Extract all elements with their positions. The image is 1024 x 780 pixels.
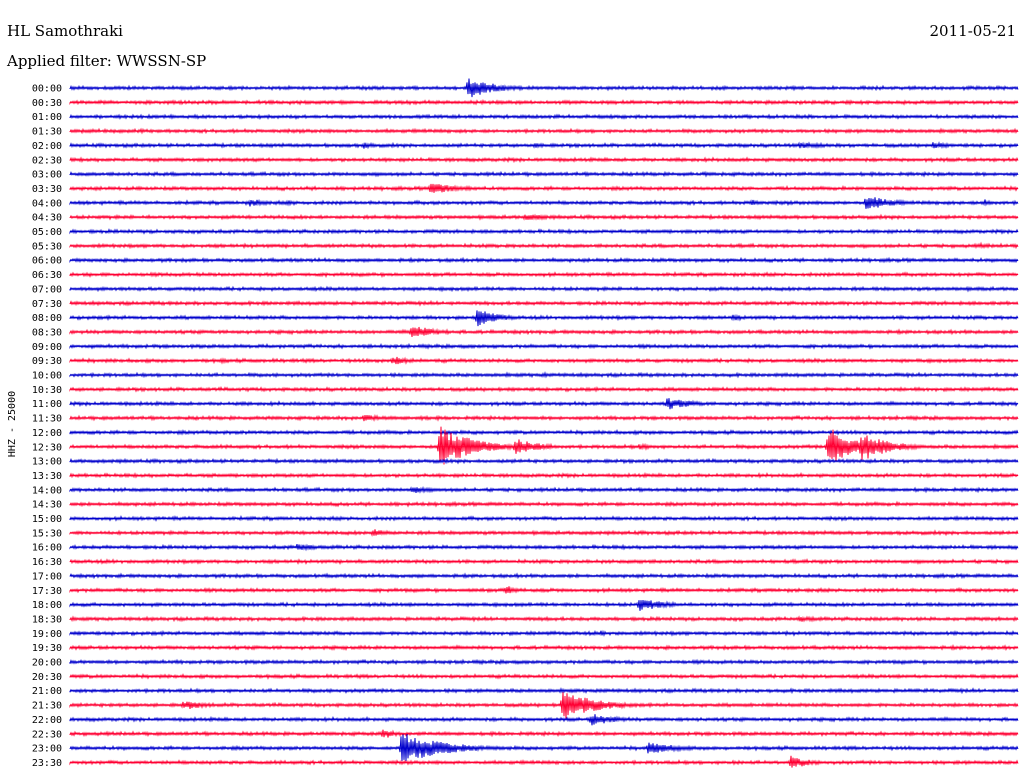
- time-tick-label: 00:00: [32, 84, 62, 95]
- time-tick-label: 16:00: [32, 543, 62, 554]
- time-tick-label: 20:00: [32, 658, 62, 669]
- time-tick-label: 08:30: [32, 327, 62, 338]
- time-tick-label: 06:30: [32, 270, 62, 281]
- time-tick-label: 17:30: [32, 586, 62, 597]
- time-tick-label: 09:00: [32, 342, 62, 353]
- station-title: HL Samothraki: [7, 22, 123, 40]
- time-tick-label: 02:30: [32, 155, 62, 166]
- time-tick-label: 05:00: [32, 227, 62, 238]
- time-tick-label: 21:00: [32, 686, 62, 697]
- time-tick-label: 05:30: [32, 241, 62, 252]
- time-tick-label: 10:00: [32, 371, 62, 382]
- time-tick-label: 23:30: [32, 758, 62, 769]
- time-tick-label: 10:30: [32, 385, 62, 396]
- time-tick-label: 11:30: [32, 414, 62, 425]
- time-tick-label: 18:00: [32, 600, 62, 611]
- time-tick-label: 02:00: [32, 141, 62, 152]
- time-tick-label: 13:30: [32, 471, 62, 482]
- time-tick-label: 22:00: [32, 715, 62, 726]
- time-tick-label: 19:00: [32, 629, 62, 640]
- time-tick-label: 04:00: [32, 198, 62, 209]
- time-tick-label: 04:30: [32, 213, 62, 224]
- time-tick-label: 03:00: [32, 170, 62, 181]
- time-tick-label: 19:30: [32, 643, 62, 654]
- record-date: 2011-05-21: [929, 22, 1016, 40]
- time-tick-label: 14:00: [32, 485, 62, 496]
- time-tick-label: 00:30: [32, 98, 62, 109]
- time-tick-label: 07:00: [32, 284, 62, 295]
- time-tick-label: 07:30: [32, 299, 62, 310]
- time-tick-label: 01:30: [32, 127, 62, 138]
- time-tick-label: 23:00: [32, 744, 62, 755]
- time-tick-label: 06:00: [32, 256, 62, 267]
- time-tick-label: 21:30: [32, 701, 62, 712]
- applied-filter-label: Applied filter: WWSSN-SP: [7, 52, 207, 70]
- seismic-trace-line: [69, 755, 1019, 768]
- trace-rows: 00:00 00:30 01:00 01:30 02:00 02:30 03:00 03:30…: [32, 78, 1019, 769]
- seismic-trace-line: [69, 733, 1019, 761]
- time-tick-label: 13:00: [32, 457, 62, 468]
- time-tick-label: 08:00: [32, 313, 62, 324]
- time-tick-label: 15:30: [32, 528, 62, 539]
- time-tick-label: 14:30: [32, 500, 62, 511]
- y-axis-label: HHZ - 25000: [7, 391, 18, 457]
- time-tick-label: 22:30: [32, 729, 62, 740]
- time-tick-label: 17:00: [32, 571, 62, 582]
- time-tick-label: 15:00: [32, 514, 62, 525]
- time-tick-label: 11:00: [32, 399, 62, 410]
- time-tick-label: 20:30: [32, 672, 62, 683]
- time-tick-label: 09:30: [32, 356, 62, 367]
- seismic-trace-line: [69, 600, 1019, 611]
- time-tick-label: 12:30: [32, 442, 62, 453]
- time-tick-label: 01:00: [32, 112, 62, 123]
- time-tick-label: 12:00: [32, 428, 62, 439]
- seismic-trace-line: [69, 310, 1019, 327]
- time-tick-label: 03:30: [32, 184, 62, 195]
- time-tick-label: 18:30: [32, 614, 62, 625]
- time-tick-label: 16:30: [32, 557, 62, 568]
